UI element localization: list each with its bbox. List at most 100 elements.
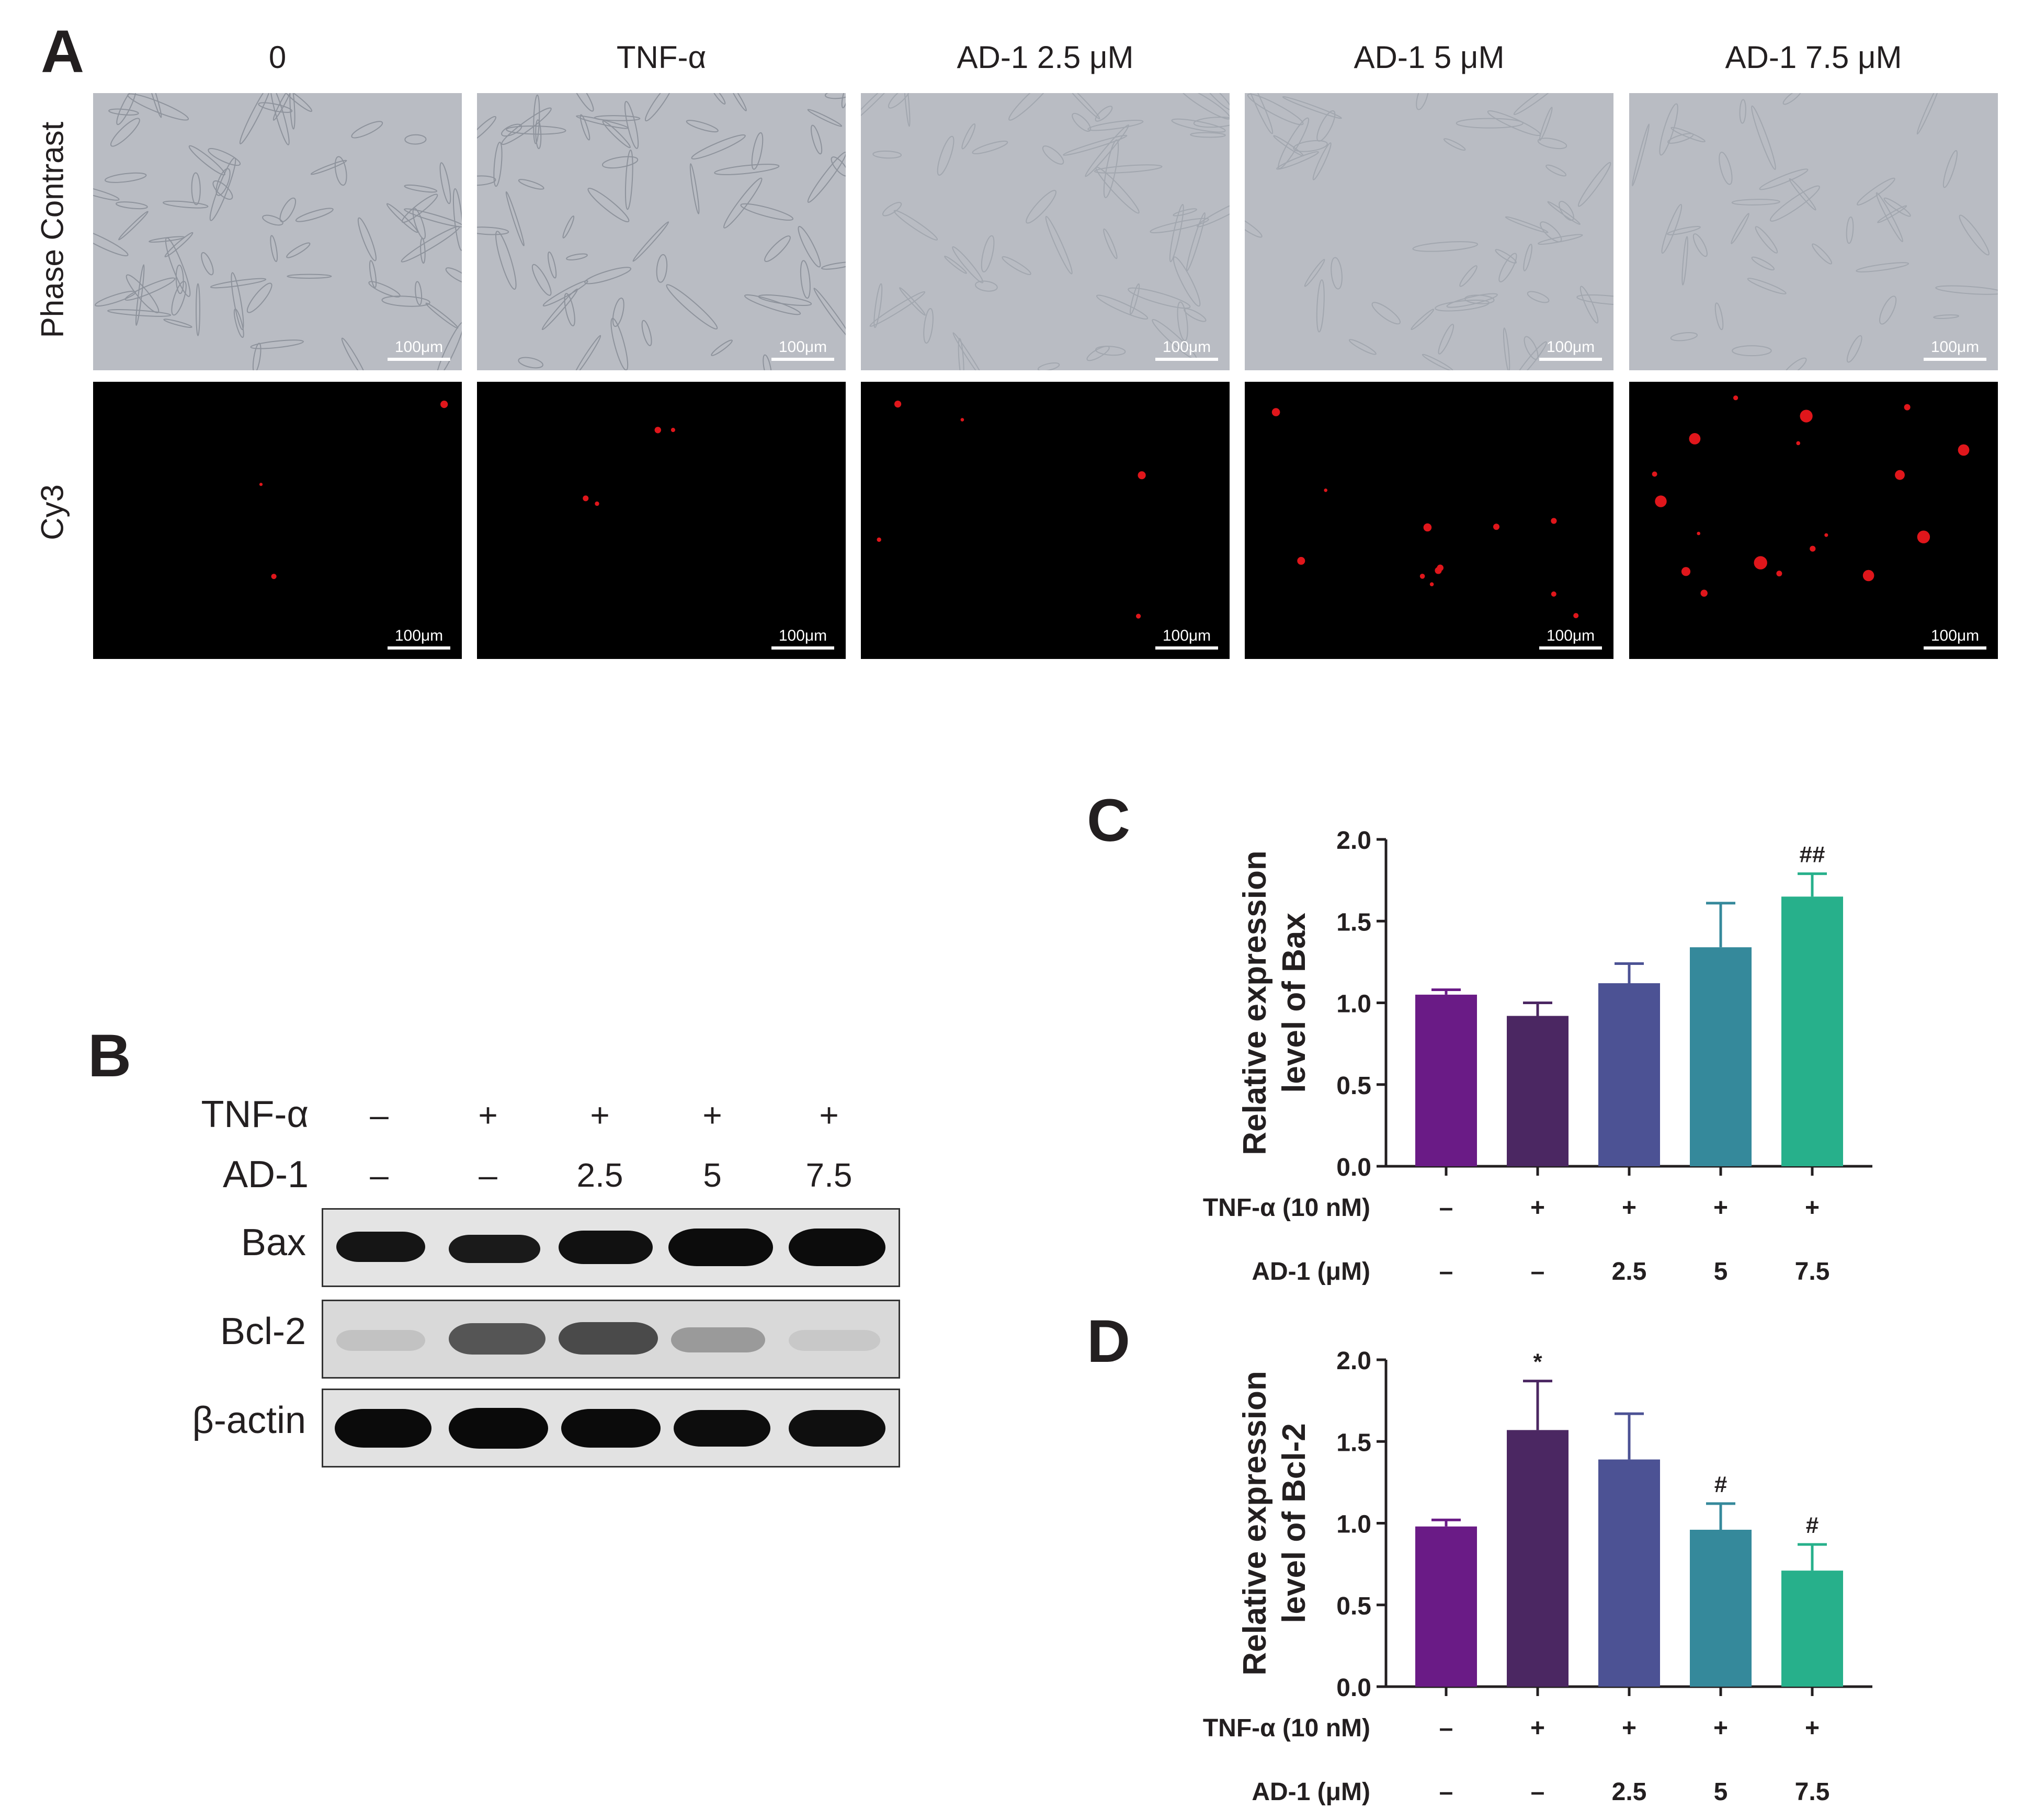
cell-outline [1096, 294, 1149, 320]
cell-outline [893, 210, 938, 241]
cell-outline [1505, 216, 1549, 233]
cell-outline [436, 321, 462, 370]
cell-outline [452, 188, 462, 251]
scale-bar-line [388, 358, 450, 361]
cell-outline [201, 252, 214, 276]
scale-bar-line [1924, 646, 1986, 650]
cell-outline [1312, 142, 1332, 180]
cell-outline [415, 281, 423, 305]
column-title-ad1-7-5: AD-1 7.5 μM [1725, 40, 1902, 75]
y-tick-label: 1.0 [1336, 991, 1371, 1018]
cell-outline [1085, 124, 1130, 177]
cy3-signal-dot [271, 574, 277, 579]
cell-outline [612, 298, 624, 327]
cell-outline [279, 197, 297, 223]
cell-outline [1178, 93, 1230, 120]
cell-outline [93, 228, 129, 257]
cell-outline [1732, 345, 1772, 357]
cell-outline [145, 93, 162, 118]
treatment-value: + [1530, 1194, 1545, 1222]
cell-outline [188, 145, 225, 176]
cell-outline [1103, 139, 1119, 198]
cell-outline [239, 93, 272, 144]
cell-outline [262, 214, 283, 226]
cell-outline [686, 120, 719, 133]
cell-outline [1095, 346, 1126, 356]
cell-outline [518, 357, 543, 369]
cell-outline [562, 215, 575, 238]
cell-outline [952, 332, 985, 370]
bar [1598, 1459, 1660, 1687]
cell-outline [1190, 132, 1226, 138]
cy3-signal-dot [1655, 495, 1667, 507]
cell-outline [729, 93, 747, 111]
cell-outline [116, 93, 137, 126]
treatment-value: + [1622, 1714, 1636, 1742]
cell-outline [1331, 257, 1343, 290]
bar [1415, 994, 1477, 1166]
cell-outline [401, 226, 460, 263]
cy3-signal-dot [1733, 395, 1738, 401]
cell-outline [981, 235, 995, 272]
cell-outline [872, 150, 902, 159]
scale-bar: 100μm [1155, 627, 1218, 650]
cell-outline [824, 93, 846, 99]
cell-outline [1456, 118, 1524, 129]
cy3-signal-dot [1824, 533, 1828, 537]
cy3-signal-dot [1652, 471, 1657, 477]
cy3-signal-dot [1689, 433, 1701, 445]
cell-outline [1513, 93, 1561, 115]
cell-outline [477, 226, 509, 235]
cy3-signal-dot [894, 401, 902, 408]
cell-outline [1193, 117, 1230, 128]
treatment-value: – [1531, 1778, 1545, 1806]
treatment-value: 7.5 [1795, 1258, 1830, 1286]
cell-outline [1670, 127, 1706, 143]
cell-outline [1547, 201, 1581, 225]
cy3-signal-dot [1138, 471, 1146, 480]
cell-outline [1577, 162, 1611, 207]
panel-letter-a: A [41, 18, 85, 85]
cell-outline [1933, 314, 1960, 319]
cell-outline [1103, 228, 1118, 259]
cell-outline [573, 335, 601, 370]
cell-outline [1316, 279, 1325, 333]
cell-outline [258, 102, 293, 113]
cy3-signal-dot [1810, 545, 1816, 552]
treatment-value: 7.5 [1795, 1778, 1830, 1806]
significance-marker: # [1806, 1512, 1819, 1538]
bar [1690, 947, 1752, 1166]
wb-ad1-lane-4: 5 [703, 1156, 722, 1194]
bar [1781, 896, 1843, 1166]
cell-outline [1559, 201, 1574, 221]
cell-outline [501, 123, 522, 137]
cell-outline [1316, 110, 1336, 142]
y-tick-label: 1.5 [1336, 1429, 1371, 1457]
cy3-signal-dot [1419, 574, 1425, 579]
cell-outline [477, 175, 496, 186]
cell-outline [386, 203, 418, 233]
cell-outline [135, 264, 145, 326]
cell-outline [1072, 112, 1092, 132]
cell-outline [972, 140, 1008, 154]
scale-bar: 100μm [1539, 338, 1602, 361]
cell-outline [1537, 138, 1567, 150]
cell-outline [1846, 216, 1854, 244]
row-label-cy3: Cy3 [35, 484, 70, 540]
cell-outline [1026, 190, 1057, 224]
cell-outline [252, 343, 262, 370]
scale-bar: 100μm [1539, 627, 1602, 650]
cell-outline [1247, 93, 1304, 126]
cell-outline [1789, 178, 1816, 211]
cell-outline [1282, 96, 1342, 119]
cell-outline [1751, 256, 1775, 270]
cell-outline [1095, 166, 1140, 214]
cell-outline [1245, 93, 1274, 134]
bax-chart-svg: Relative expression level of Bax 0.0 0.5 1.0… [1203, 827, 1872, 1286]
cell-outline [1064, 93, 1100, 120]
cy3-signal-dot [440, 401, 448, 408]
cy3-signal-dot [1697, 531, 1700, 536]
cell-outline [1495, 249, 1517, 264]
cell-outline [1087, 119, 1144, 131]
cell-outline [1042, 145, 1064, 165]
